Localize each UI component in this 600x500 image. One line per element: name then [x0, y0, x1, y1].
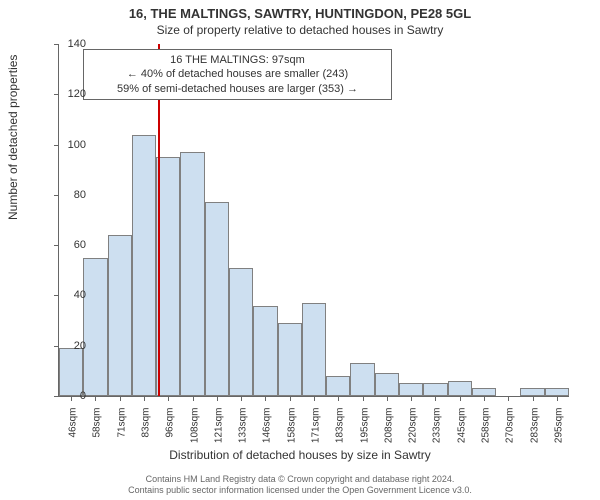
histogram-bar	[399, 383, 423, 396]
footer-line-2: Contains public sector information licen…	[8, 485, 592, 496]
x-tick-label: 233sqm	[432, 408, 443, 458]
x-tick-mark	[290, 396, 291, 401]
x-tick-label: 195sqm	[359, 408, 370, 458]
x-tick-label: 71sqm	[116, 408, 127, 458]
x-tick-label: 146sqm	[262, 408, 273, 458]
histogram-bar	[205, 202, 229, 396]
x-tick-mark	[460, 396, 461, 401]
x-tick-mark	[265, 396, 266, 401]
x-tick-label: 245sqm	[456, 408, 467, 458]
histogram-bar	[83, 258, 107, 396]
x-tick-mark	[411, 396, 412, 401]
y-tick-label: 0	[46, 390, 86, 402]
x-tick-mark	[484, 396, 485, 401]
histogram-bar	[278, 323, 302, 396]
x-tick-mark	[120, 396, 121, 401]
x-tick-mark	[193, 396, 194, 401]
x-tick-label: 108sqm	[189, 408, 200, 458]
y-tick-label: 60	[46, 239, 86, 251]
x-tick-mark	[95, 396, 96, 401]
x-tick-mark	[387, 396, 388, 401]
x-tick-mark	[241, 396, 242, 401]
x-tick-mark	[168, 396, 169, 401]
x-tick-mark	[435, 396, 436, 401]
y-tick-label: 140	[46, 38, 86, 50]
y-tick-label: 40	[46, 289, 86, 301]
histogram-bar	[132, 135, 156, 396]
x-tick-mark	[557, 396, 558, 401]
y-axis-label: Number of detached properties	[6, 55, 20, 220]
chart-title: 16, THE MALTINGS, SAWTRY, HUNTINGDON, PE…	[0, 0, 600, 21]
x-tick-label: 158sqm	[286, 408, 297, 458]
histogram-bar	[375, 373, 399, 396]
x-tick-label: 58sqm	[92, 408, 103, 458]
y-tick-label: 120	[46, 88, 86, 100]
histogram-bar	[520, 388, 544, 396]
annotation-box: 16 THE MALTINGS: 97sqm ← 40% of detached…	[83, 49, 392, 100]
x-tick-label: 270sqm	[505, 408, 516, 458]
x-tick-label: 96sqm	[165, 408, 176, 458]
x-tick-label: 208sqm	[383, 408, 394, 458]
x-tick-mark	[314, 396, 315, 401]
x-tick-label: 258sqm	[481, 408, 492, 458]
histogram-bar	[350, 363, 374, 396]
y-tick-label: 20	[46, 340, 86, 352]
x-tick-label: 295sqm	[553, 408, 564, 458]
histogram-bar	[472, 388, 496, 396]
x-tick-mark	[363, 396, 364, 401]
footer-text: Contains HM Land Registry data © Crown c…	[8, 474, 592, 497]
x-tick-label: 183sqm	[335, 408, 346, 458]
histogram-bar	[229, 268, 253, 396]
histogram-bar	[108, 235, 132, 396]
annotation-line-1: 16 THE MALTINGS: 97sqm	[90, 53, 385, 67]
x-tick-mark	[144, 396, 145, 401]
x-tick-label: 133sqm	[238, 408, 249, 458]
x-tick-label: 83sqm	[141, 408, 152, 458]
histogram-bar	[326, 376, 350, 396]
annotation-line-2: ← 40% of detached houses are smaller (24…	[90, 67, 385, 81]
chart-subtitle: Size of property relative to detached ho…	[0, 21, 600, 37]
x-tick-label: 171sqm	[311, 408, 322, 458]
x-tick-mark	[533, 396, 534, 401]
x-tick-label: 46sqm	[68, 408, 79, 458]
x-tick-label: 283sqm	[529, 408, 540, 458]
histogram-bar	[180, 152, 204, 396]
x-tick-mark	[508, 396, 509, 401]
histogram-bar	[253, 306, 277, 397]
x-tick-label: 121sqm	[213, 408, 224, 458]
x-tick-label: 220sqm	[408, 408, 419, 458]
histogram-bar	[448, 381, 472, 396]
histogram-bar	[59, 348, 83, 396]
histogram-bar	[302, 303, 326, 396]
footer-line-1: Contains HM Land Registry data © Crown c…	[8, 474, 592, 485]
histogram-bar	[545, 388, 569, 396]
y-tick-label: 80	[46, 189, 86, 201]
histogram-bar	[423, 383, 447, 396]
x-tick-mark	[338, 396, 339, 401]
annotation-line-3: 59% of semi-detached houses are larger (…	[90, 82, 385, 96]
y-tick-label: 100	[46, 139, 86, 151]
x-tick-mark	[217, 396, 218, 401]
